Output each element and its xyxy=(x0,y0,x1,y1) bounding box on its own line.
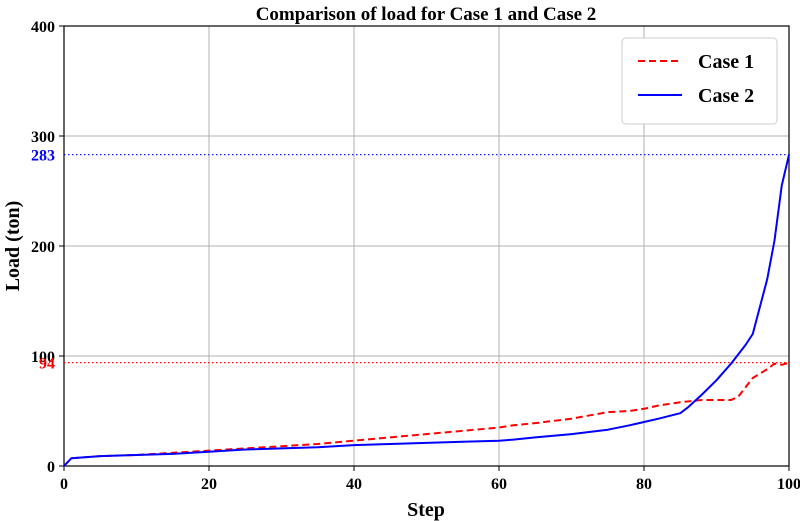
legend-label-1: Case 1 xyxy=(698,51,754,73)
x-tick-label: 80 xyxy=(636,476,652,493)
y-tick-label: 200 xyxy=(31,239,55,256)
chart-title: Comparison of load for Case 1 and Case 2 xyxy=(256,4,597,25)
y-axis-label: Load (ton) xyxy=(2,201,24,292)
x-tick-label: 100 xyxy=(777,476,800,493)
x-tick-label: 20 xyxy=(201,476,217,493)
y-tick-label: 100 xyxy=(31,349,55,366)
x-axis-label: Step xyxy=(407,499,445,521)
x-tick-label: 0 xyxy=(60,476,68,493)
reference-label: 283 xyxy=(31,148,55,165)
legend-label-2: Case 2 xyxy=(698,85,754,107)
y-tick-label: 300 xyxy=(31,129,55,146)
x-tick-label: 40 xyxy=(346,476,362,493)
legend: Case 1 Case 2 xyxy=(621,37,778,125)
y-tick-label: 0 xyxy=(47,459,55,476)
series-line-1 xyxy=(63,361,790,467)
reference-label: 94 xyxy=(39,356,55,373)
plot-area: 0 20 40 60 80 100 0 100 200 300 400 283 94 xyxy=(31,19,800,493)
legend-box xyxy=(621,37,778,125)
x-tick-label: 60 xyxy=(491,476,507,493)
series-line-2 xyxy=(63,154,790,467)
y-tick-label: 400 xyxy=(31,19,55,36)
